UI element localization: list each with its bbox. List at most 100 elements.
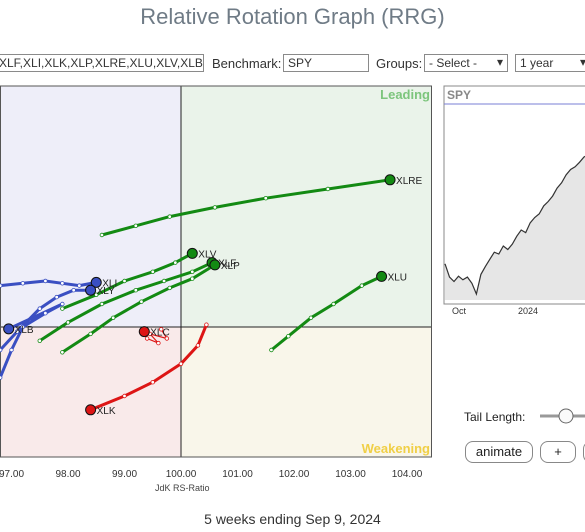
tail-point (144, 336, 150, 341)
tail-point (308, 315, 314, 320)
tail-line-xlb (0, 302, 64, 380)
tail-line-xlu (269, 274, 384, 352)
plus-button[interactable]: + (540, 441, 576, 463)
benchmark-price-line (444, 155, 585, 296)
x-tick-label: 103.00 (335, 469, 366, 480)
tail-point (204, 322, 209, 327)
point-xlv-head[interactable] (186, 247, 198, 259)
tail-point (178, 361, 184, 366)
tail-point (0, 375, 3, 380)
tail-length-label: Tail Length: (464, 410, 525, 424)
label-xlb: XLB (15, 325, 34, 336)
tail-point (331, 301, 336, 307)
tail-point (122, 393, 127, 399)
point-xlc-head[interactable] (138, 326, 150, 338)
period-select[interactable]: 1 year (515, 54, 585, 72)
tail-xlre: XLRE (99, 174, 423, 238)
x-tick-label: 99.00 (112, 469, 137, 480)
tail-point (325, 186, 331, 192)
weakening-label: Weakening (362, 441, 430, 456)
x-axis-title: JdK RS-Ratio (155, 483, 210, 493)
label-xlre: XLRE (396, 176, 422, 187)
point-xlb-head[interactable] (3, 323, 15, 335)
tail-xly: XLY (0, 284, 115, 353)
tail-point (195, 343, 201, 348)
tail-point (65, 320, 71, 325)
tail-point (60, 301, 65, 307)
tail-line-xlv (60, 251, 194, 311)
benchmark-tick-oct: Oct (452, 306, 467, 316)
tail-point (37, 338, 42, 343)
tail-point (88, 331, 93, 337)
period-select-value: 1 year (520, 56, 554, 70)
point-xlp-head[interactable] (209, 259, 221, 271)
symbols-input[interactable]: XLF,XLI,XLK,XLP,XLRE,XLU,XLV,XLB (0, 54, 204, 72)
tail-point (43, 311, 48, 316)
label-xlk: XLK (97, 406, 116, 417)
tail-point (94, 292, 99, 297)
groups-select-value: - Select - (429, 56, 478, 70)
tail-xli: XLI (0, 276, 117, 289)
point-xlk-head[interactable] (85, 404, 97, 416)
tail-point (212, 205, 218, 210)
label-xlp: XLP (221, 261, 240, 272)
tail-point (77, 283, 82, 288)
tail-point (9, 347, 14, 353)
tail-point (269, 347, 274, 353)
tail-point (190, 269, 195, 274)
animate-button[interactable]: animate (465, 441, 533, 463)
tail-point (156, 340, 161, 346)
benchmark-tick-2024: 2024 (518, 306, 538, 316)
tail-point (167, 214, 172, 219)
toolbar: XLF,XLI,XLK,XLP,XLRE,XLU,XLV,XLB Benchma… (0, 52, 585, 76)
tail-point (110, 315, 116, 320)
groups-select[interactable]: - Select - (424, 54, 508, 72)
point-xlu-head[interactable] (376, 270, 388, 282)
tail-point (159, 327, 164, 332)
page-title: Relative Rotation Graph (RRG) (140, 4, 445, 29)
x-tick-label: 101.00 (222, 469, 253, 480)
tail-length-slider[interactable] (558, 408, 574, 424)
tail-xlu: XLU (269, 270, 407, 353)
tail-point (133, 223, 138, 228)
tail-xlp: XLP (60, 259, 240, 355)
footer-date: 5 weeks ending Sep 9, 2024 (204, 511, 381, 527)
tail-point (20, 324, 25, 330)
tail-xlb: XLB (0, 301, 65, 380)
tail-point (164, 336, 170, 341)
label-xlv: XLV (198, 249, 216, 260)
tail-line-xly (0, 288, 93, 352)
tail-point (190, 276, 195, 281)
tail-point (71, 288, 76, 293)
tail-point (161, 278, 167, 284)
tail-point (60, 306, 65, 311)
tail-point (263, 195, 268, 201)
label-xli: XLI (102, 278, 117, 289)
tail-point (173, 260, 178, 265)
tail-point (60, 281, 65, 286)
tail-point (359, 283, 364, 288)
tail-point (139, 299, 144, 304)
benchmark-chart-symbol: SPY (447, 88, 471, 102)
tail-point (167, 285, 172, 291)
benchmark-input[interactable]: SPY (283, 54, 369, 72)
benchmark-price-area (445, 156, 585, 300)
plot-border (0, 85, 432, 458)
point-xli-head[interactable] (90, 276, 102, 288)
tail-point (37, 306, 42, 311)
tail-xlv: XLV (60, 247, 217, 311)
label-xlu: XLU (388, 272, 407, 283)
label-xlc: XLC (150, 328, 169, 339)
tail-point (60, 350, 65, 355)
tail-line-xlk (89, 323, 208, 412)
benchmark-chart: SPY Oct 2024 (443, 85, 585, 316)
tail-point (0, 283, 3, 288)
tail-point (99, 301, 105, 307)
point-xly-head[interactable] (85, 284, 97, 296)
tail-point (43, 278, 48, 284)
point-xlre-head[interactable] (384, 174, 396, 186)
tail-xlk: XLK (85, 322, 209, 417)
weakening-quadrant (181, 327, 432, 457)
tail-point (20, 281, 25, 286)
